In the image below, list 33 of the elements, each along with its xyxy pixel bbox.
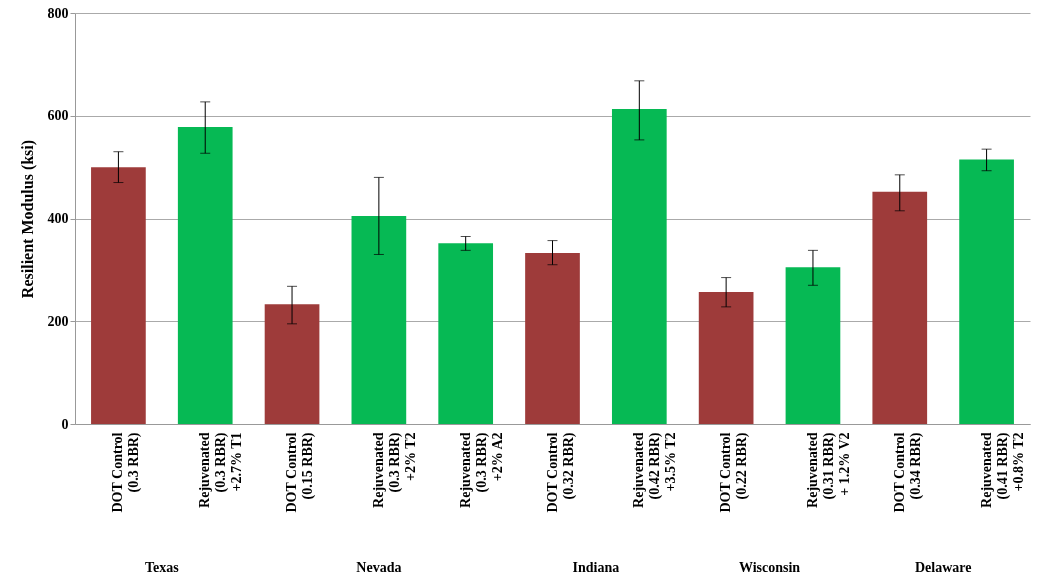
y-axis-title: Resilient Modulus (ksi) <box>18 139 37 299</box>
text: Delaware <box>914 560 972 575</box>
text: Texas <box>144 560 180 575</box>
x-tick-label: DOT Control (0.15 RBR) <box>284 432 317 513</box>
y-tick-label: 0 <box>61 416 69 432</box>
x-tick-label: Rejuvenated (0.3 RBR) +2.7% T1 <box>197 432 245 508</box>
x-tick-label: Rejuvenated (0.3 RBR) +2% T2 <box>370 432 418 508</box>
x-tick-label: DOT Control (0.3 RBR) <box>110 432 143 513</box>
x-tick-label: DOT Control (0.22 RBR) <box>718 432 751 513</box>
bar <box>438 243 494 424</box>
x-tick-label: Rejuvenated (0.31 RBR) + 1.2% V2 <box>804 432 852 508</box>
y-tick-label: 800 <box>47 5 69 21</box>
bar <box>264 304 320 424</box>
bar <box>525 252 580 424</box>
x-tick-label: Rejuvenated (0.42 RBR) +3.5% T2 <box>631 432 679 508</box>
bar <box>177 127 233 424</box>
y-tick-label: 600 <box>47 108 69 124</box>
bar <box>698 291 754 424</box>
bar <box>351 215 407 424</box>
bar <box>872 191 928 424</box>
y-tick-label: 400 <box>47 211 69 226</box>
x-tick-label: DOT Control (0.34 RBR) <box>891 432 924 513</box>
x-tick-label: Rejuvenated (0.41 RBR) +0.8% T2 <box>978 432 1026 508</box>
bar <box>785 267 841 424</box>
text: Nevada <box>356 560 402 575</box>
text: Wisconsin <box>738 560 801 575</box>
x-tick-label: DOT Control (0.32 RBR) <box>544 432 577 513</box>
bar <box>611 109 667 424</box>
x-tick-label: Rejuvenated (0.3 RBR) +2% A2 <box>457 432 505 508</box>
text: Indiana <box>572 560 620 575</box>
bar <box>91 167 146 424</box>
y-tick-label: 200 <box>47 313 69 329</box>
bar <box>959 159 1014 424</box>
